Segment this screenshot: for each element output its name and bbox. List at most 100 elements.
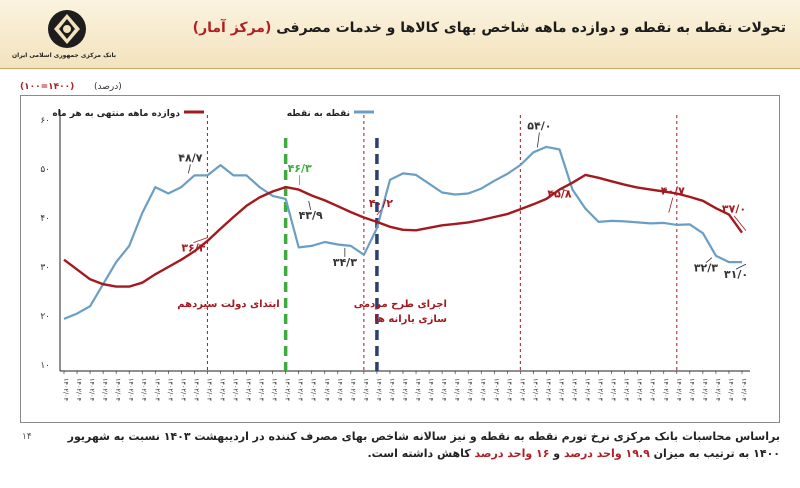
x-tick-label: ۱۴۰۲/۰۴	[245, 378, 253, 402]
x-tick-label: ۱۴۰۲/۰۴	[544, 378, 552, 402]
x-tick-label: ۱۴۰۲/۰۴	[258, 378, 266, 402]
x-tick-label: ۱۴۰۲/۰۴	[662, 378, 670, 402]
data-label-leader	[376, 209, 382, 216]
x-tick-label: ۱۴۰۲/۰۴	[466, 378, 474, 402]
data-label: ۳۶/۴	[181, 242, 205, 255]
data-label-leader	[187, 164, 191, 174]
x-tick-label: ۱۴۰۲/۰۴	[271, 378, 279, 402]
x-tick-label: ۱۴۰۲/۰۴	[166, 378, 174, 402]
x-tick-label: ۱۴۰۲/۰۴	[323, 378, 331, 402]
x-tick-label: ۱۴۰۲/۰۴	[531, 378, 539, 402]
x-tick-label: ۱۴۰۲/۰۴	[649, 378, 657, 402]
x-tick-label: ۱۴۰۲/۰۴	[232, 378, 240, 402]
page-number: ۱۴	[22, 432, 32, 442]
x-tick-label: ۱۴۰۲/۰۴	[114, 378, 122, 402]
footer-mid: و	[553, 447, 561, 460]
data-label-leader	[559, 188, 570, 192]
inflation-chart: ۱۰ ۲۰ ۳۰ ۴۰ ۵۰ ۶۰ ۱۴۰۲/۰۴ ۱۴۰۲/۰۴ ۱۴۰۲/۰۴ ۱۴۰۲/۰۴…	[40, 109, 750, 402]
y-tick-label: ۵۰	[40, 165, 50, 175]
x-tick-label: ۱۴۰۲/۰۴	[727, 378, 735, 402]
data-label: ۵۴/۰	[527, 119, 551, 132]
x-tick-label: ۱۴۰۲/۰۴	[675, 378, 683, 402]
event-label: اجرای طرح مردمی	[354, 299, 447, 310]
unit-note: (درصد)	[94, 82, 122, 92]
data-label: ۳۴/۳	[333, 256, 357, 269]
bank-name: بانک مرکزی جمهوری اسلامی ایران	[12, 52, 116, 59]
x-tick-label: ۱۴۰۲/۰۴	[453, 378, 461, 402]
x-tick-label: ۱۴۰۲/۰۴	[440, 378, 448, 402]
x-tick-label: ۱۴۰۲/۰۴	[297, 378, 305, 402]
data-label: ۴۶/۳	[288, 162, 312, 175]
x-tick-label: ۱۴۰۲/۰۴	[636, 378, 644, 402]
x-tick-label: ۱۴۰۲/۰۴	[375, 378, 383, 402]
x-tick-label: ۱۴۰۲/۰۴	[557, 378, 565, 402]
data-label: ۴۰/۲	[369, 197, 393, 210]
title-main: تحولات نقطه به نقطه و دوازده ماهه شاخص ب…	[276, 20, 786, 36]
data-label-leader	[733, 215, 747, 231]
x-tick-label: ۱۴۰۲/۰۴	[192, 378, 200, 402]
x-tick-label: ۱۴۰۲/۰۴	[479, 378, 487, 402]
x-tick-label: ۱۴۰۲/۰۴	[688, 378, 696, 402]
x-tick-label: ۱۴۰۲/۰۴	[88, 378, 96, 402]
y-tick-label: ۲۰	[40, 312, 50, 322]
data-label: ۳۱/۰	[724, 268, 748, 281]
chart-frame	[20, 95, 780, 423]
x-tick-label: ۱۴۰۲/۰۴	[336, 378, 344, 402]
data-label-leader	[668, 197, 674, 213]
x-tick-label: ۱۴۰۲/۰۴	[62, 378, 70, 402]
series-line-point-to-point	[63, 145, 742, 320]
footer-red-a: ۱۹.۹ واحد درصد	[563, 447, 650, 460]
x-tick-label: ۱۴۰۲/۰۴	[505, 378, 513, 402]
x-tick-label: ۱۴۰۲/۰۴	[310, 378, 318, 402]
footer-note: براساس محاسبات بانک مرکزی نرخ تورم نقطه …	[40, 428, 780, 462]
x-tick-label: ۱۴۰۲/۰۴	[75, 378, 83, 402]
y-tick-label: ۱۰	[40, 361, 50, 371]
x-tick-label: ۱۴۰۲/۰۴	[218, 378, 226, 402]
page-title: تحولات نقطه به نقطه و دوازده ماهه شاخص ب…	[193, 20, 786, 36]
x-tick-label: ۱۴۰۲/۰۴	[740, 378, 748, 402]
data-label: ۴۰/۷	[661, 185, 685, 198]
y-tick-label: ۳۰	[40, 263, 50, 273]
event-label: ابتدای دولت سیزدهم	[177, 299, 279, 310]
data-label-leader	[705, 257, 713, 264]
x-tick-label: ۱۴۰۲/۰۴	[427, 378, 435, 402]
title-source: (مرکز آمار)	[192, 20, 272, 36]
data-label: ۴۸/۷	[178, 151, 202, 164]
base-year-note: (۱۴۰۰=۱۰۰)	[20, 82, 75, 92]
y-tick-label: ۴۰	[40, 214, 50, 224]
page-header: بانک مرکزی جمهوری اسلامی ایران تحولات نق…	[0, 0, 800, 69]
bank-logo-icon	[48, 10, 86, 48]
x-tick-label: ۱۴۰۲/۰۴	[701, 378, 709, 402]
x-tick-label: ۱۴۰۲/۰۴	[179, 378, 187, 402]
legend-label: نقطه به نقطه	[287, 109, 350, 119]
y-tick-label: ۶۰	[40, 116, 50, 126]
footer-line1: براساس محاسبات بانک مرکزی نرخ تورم نقطه …	[67, 430, 780, 460]
x-tick-label: ۱۴۰۲/۰۴	[584, 378, 592, 402]
event-label: سازی یارانه ها	[374, 314, 447, 325]
data-label-leader	[735, 263, 747, 270]
x-tick-label: ۱۴۰۲/۰۴	[349, 378, 357, 402]
x-tick-label: ۱۴۰۲/۰۴	[388, 378, 396, 402]
legend-label: دوازده ماهه منتهی به هر ماه	[52, 109, 180, 119]
data-label: ۳۷/۰	[722, 203, 746, 216]
data-label-leader	[536, 132, 540, 148]
series-line-twelve-month	[63, 173, 743, 288]
footer-tail: کاهش داشته است.	[367, 447, 471, 460]
x-tick-label: ۱۴۰۲/۰۴	[518, 378, 526, 402]
x-tick-label: ۱۴۰۲/۰۴	[610, 378, 618, 402]
x-tick-label: ۱۴۰۲/۰۴	[414, 378, 422, 402]
x-tick-label: ۱۴۰۲/۰۴	[492, 378, 500, 402]
x-tick-label: ۱۴۰۲/۰۴	[401, 378, 409, 402]
data-label-leader	[308, 200, 312, 210]
data-label: ۳۲/۳	[694, 262, 718, 275]
data-label: ۴۳/۹	[299, 209, 323, 222]
x-tick-label: ۱۴۰۲/۰۴	[127, 378, 135, 402]
x-tick-label: ۱۴۰۲/۰۴	[101, 378, 109, 402]
x-tick-label: ۱۴۰۲/۰۴	[714, 378, 722, 402]
x-tick-label: ۱۴۰۲/۰۴	[205, 378, 213, 402]
data-label-leader	[193, 237, 208, 244]
x-tick-label: ۱۴۰۲/۰۴	[153, 378, 161, 402]
x-tick-label: ۱۴۰۲/۰۴	[623, 378, 631, 402]
x-tick-label: ۱۴۰۲/۰۴	[140, 378, 148, 402]
x-tick-label: ۱۴۰۲/۰۴	[284, 378, 292, 402]
